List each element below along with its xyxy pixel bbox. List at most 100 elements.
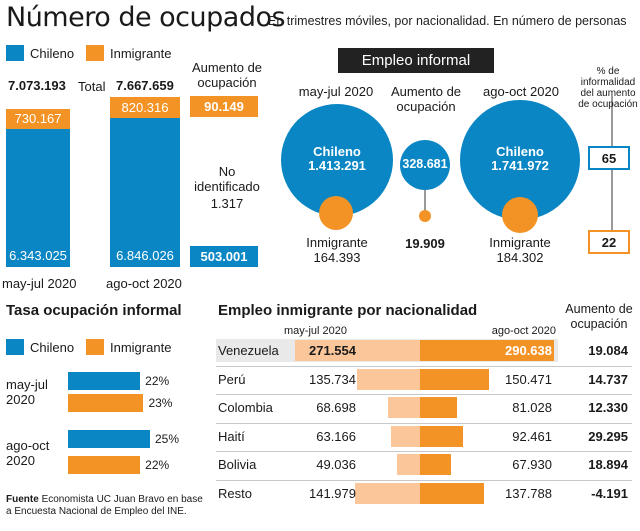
- tasa-bar-chileno-2: [68, 430, 150, 448]
- tasa-legend-inmigrante-label: Inmigrante: [110, 340, 172, 355]
- nat-value-agooct-1: 290.638: [505, 343, 552, 358]
- nat-bar-mayjul-6: [354, 482, 420, 504]
- no-identificado-label: No identificado: [194, 164, 260, 194]
- legend-chileno-swatch: [6, 45, 24, 61]
- tasa-bar-inmigrante-2-label: 22%: [145, 458, 170, 472]
- pct-inmigrante-box: 22: [588, 230, 630, 254]
- nat-bar-agooct-2: [420, 368, 490, 390]
- nat-category-6: Resto: [218, 485, 252, 501]
- bubble-inmigrante-2: [502, 197, 538, 233]
- tasa-cat-1-line-2: 2020: [6, 392, 35, 407]
- nacionalidad-aumento-header: Aumento de ocupación: [565, 302, 633, 331]
- informal-aumento-label: Aumento de ocupación: [390, 84, 462, 114]
- total-label: Total: [78, 79, 106, 94]
- nat-row-separator-2: [216, 394, 632, 395]
- nat-row-separator-5: [216, 479, 632, 481]
- nat-bar-agooct-6: [420, 482, 484, 504]
- nat-value-mayjul-1: 271.554: [309, 343, 356, 358]
- nat-row-separator-3: [216, 422, 632, 424]
- nat-category-2: Perú: [218, 371, 246, 387]
- bubble-chileno-2-value: 1.741.972: [491, 158, 549, 173]
- no-identificado-value: 1.317: [210, 196, 244, 211]
- tasa-bar-chileno-1: [68, 372, 141, 390]
- bar-inmigrante-2: [110, 97, 180, 118]
- aumento-inmigrante-box: 90.149: [190, 96, 258, 117]
- tasa-bar-inmigrante-1-label: 23%: [148, 396, 173, 410]
- nat-value-agooct-2: 150.471: [505, 371, 552, 387]
- bar-chileno-1: [6, 129, 70, 267]
- aumento-chileno-box: 503.001: [190, 246, 258, 267]
- bubble-aumento-inmigrante: [419, 210, 431, 222]
- nat-category-5: Bolivia: [218, 457, 257, 472]
- page-title: Número de ocupados: [6, 2, 286, 33]
- bubble-inmigrante-2-value: 184.302: [496, 250, 544, 265]
- nat-bar-agooct-3: [420, 397, 458, 418]
- nat-value-agooct-6: 137.788: [505, 485, 552, 501]
- tasa-bar-chileno-2-label: 25%: [155, 432, 180, 446]
- total-value-1: 7.073.193: [8, 78, 66, 93]
- pct-chileno-box: 65: [588, 146, 630, 170]
- bubble-chileno-2-label: Chileno: [496, 144, 544, 159]
- bubble-inmigrante-1-label: Inmigrante: [306, 235, 368, 250]
- nat-row-separator-1: [216, 365, 632, 367]
- period-label-2: ago-oct 2020: [106, 276, 182, 291]
- bar-chileno-2: [110, 118, 180, 267]
- legend-inmigrante-label: Inmigrante: [110, 46, 172, 61]
- nat-aumento-5: 18.894: [588, 457, 628, 472]
- source-note: Fuente Economista UC Juan Bravo en base …: [6, 494, 206, 518]
- bubble-inmigrante-1: [319, 196, 353, 230]
- bar-inmigrante-1: [6, 109, 70, 129]
- bar-inmigrante-2-label: 820.316: [121, 100, 169, 115]
- period-label-1: may-jul 2020: [2, 276, 77, 291]
- aumento-label: Aumento de ocupación: [191, 60, 263, 90]
- nat-value-agooct-4: 92.461: [512, 428, 552, 444]
- bar-chileno-1-label: 6.343.025: [9, 248, 67, 263]
- tasa-legend-chileno-swatch: [6, 339, 24, 355]
- nacionalidad-period-2: ago-oct 2020: [491, 325, 556, 337]
- nacionalidad-title: Empleo inmigrante por nacionalidad: [218, 302, 478, 319]
- nat-value-mayjul-3: 68.698: [316, 400, 356, 415]
- nat-value-mayjul-6: 141.979: [309, 485, 356, 501]
- bubble-chileno-1: [281, 104, 393, 216]
- nat-bar-agooct-5: [420, 454, 452, 475]
- source-text: Economista UC Juan Bravo en base a Encue…: [6, 494, 203, 517]
- nat-bar-mayjul-3: [388, 397, 420, 418]
- informal-period-1: may-jul 2020: [298, 84, 374, 99]
- nat-aumento-4: 29.295: [588, 428, 628, 444]
- nat-value-mayjul-5: 49.036: [316, 457, 356, 472]
- tasa-cat-2-line-2: 2020: [6, 453, 35, 468]
- legend-inmigrante-swatch: [86, 45, 104, 61]
- aumento-inmigrante-value: 19.909: [405, 236, 445, 251]
- nat-aumento-1: 19.084: [588, 343, 628, 358]
- page-subtitle: En trimestres móviles, por nacionalidad.…: [268, 14, 627, 28]
- nat-bar-mayjul-1: [294, 340, 420, 361]
- bubble-aumento-chileno-value: 328.681: [402, 157, 448, 171]
- nat-value-agooct-5: 67.930: [512, 457, 552, 472]
- nat-aumento-3: 12.330: [588, 400, 628, 415]
- nat-row-separator-4: [216, 451, 632, 452]
- bubble-aumento-chileno: [400, 140, 450, 190]
- tasa-legend-inmigrante-swatch: [86, 339, 104, 355]
- nat-aumento-2: 14.737: [588, 371, 628, 387]
- tasa-title: Tasa ocupación informal: [6, 302, 182, 319]
- bubble-inmigrante-1-value: 164.393: [313, 250, 361, 265]
- nat-value-mayjul-4: 63.166: [316, 428, 356, 444]
- tasa-cat-1-line-1: may-jul: [6, 377, 48, 392]
- nat-bar-mayjul-2: [357, 368, 420, 390]
- bar-inmigrante-1-label: 730.167: [14, 111, 62, 126]
- nat-category-1: Venezuela: [218, 343, 279, 358]
- source-label: Fuente: [6, 494, 39, 505]
- nat-value-agooct-3: 81.028: [512, 400, 552, 415]
- nacionalidad-period-1: may-jul 2020: [284, 325, 347, 337]
- empleo-informal-header: Empleo informal: [338, 48, 494, 73]
- bubble-inmigrante-2-label: Inmigrante: [489, 235, 551, 250]
- bar-chileno-2-label: 6.846.026: [116, 248, 174, 263]
- nat-category-3: Colombia: [218, 400, 273, 415]
- nat-category-4: Haití: [218, 428, 245, 444]
- total-value-2: 7.667.659: [116, 78, 174, 93]
- nat-bar-mayjul-5: [397, 454, 420, 475]
- nat-aumento-6: -4.191: [591, 485, 628, 501]
- bubble-chileno-1-value: 1.413.291: [308, 158, 366, 173]
- tasa-bar-inmigrante-2: [68, 456, 141, 474]
